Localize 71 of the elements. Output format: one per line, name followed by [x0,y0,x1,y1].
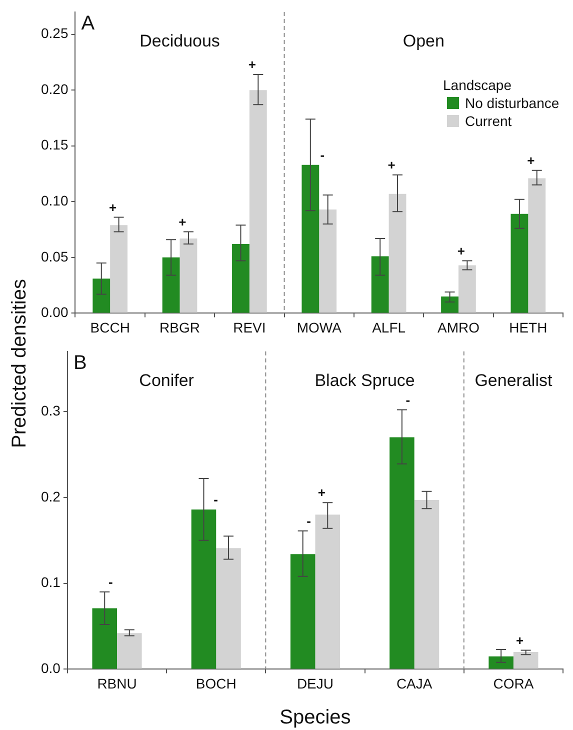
x-tick-label: CAJA [396,675,433,692]
x-tick-label: REVI [233,319,266,336]
annotation: Open [402,32,444,51]
x-tick-label: ALFL [372,319,406,336]
bar [371,256,389,313]
bar [290,554,316,669]
legend-title: Landscape [443,76,513,94]
y-tick-label: 0.05 [41,248,68,264]
data-label: + [318,485,326,500]
chart-title: B [73,352,87,374]
data-label: - [406,392,410,408]
bar [441,296,458,313]
y-tick-label: 0.2 [40,488,61,504]
bar [117,633,142,669]
annotation: Generalist [474,371,552,390]
data-label: + [109,200,117,215]
y-tick-label: 0.25 [41,25,68,42]
bar [191,509,216,669]
bar [110,225,128,313]
data-label: - [108,574,113,590]
x-tick-label: HETH [509,319,548,336]
x-tick-label: BOCH [196,675,236,692]
y-tick-label: 0.15 [41,136,68,153]
legend-label: No disturbance [465,94,560,112]
bar [388,194,406,313]
bar [513,652,538,669]
bar [162,257,180,313]
y-axis-title: Predicted densities [8,278,32,450]
x-tick-label: CORA [493,675,534,692]
data-label: - [320,147,325,162]
data-label: + [527,152,536,168]
y-tick-label: 0.20 [41,80,68,97]
annotation: Deciduous [140,32,220,51]
x-axis-title: Species [280,706,351,729]
annotation: Black Spruce [314,371,415,390]
bar [315,514,340,669]
bar [488,656,514,669]
x-tick-label: DEJU [296,675,334,692]
data-label: + [178,214,187,230]
bar [216,548,241,669]
x-tick-label: AMRO [437,319,480,336]
data-label: + [516,632,524,648]
bar [319,209,337,313]
data-label: + [248,57,256,72]
x-tick-label: RBGR [160,319,200,336]
y-tick-label: 0.1 [40,574,61,590]
data-label: - [214,492,218,508]
y-tick-label: 0.3 [40,402,61,418]
bar [249,90,267,313]
annotation: Conifer [139,371,194,390]
bar [92,278,110,313]
data-label: + [388,157,396,172]
y-tick-label: 0.10 [41,192,68,209]
bar [92,608,118,669]
x-tick-label: RBNU [97,675,137,692]
chart-title: A [81,12,96,35]
bar [302,164,320,313]
bar [232,244,250,313]
x-tick-label: MOWA [296,319,342,336]
bar [180,238,198,313]
x-tick-label: BCCH [90,319,130,336]
bar [528,178,546,313]
y-tick-label: 0.0 [40,660,61,676]
bar [458,265,476,313]
legend-label: Current [465,112,512,130]
bar [510,214,528,313]
data-label: - [306,513,312,528]
bar [390,437,414,669]
data-label: + [457,243,466,258]
y-tick-label: 0.00 [41,304,68,320]
bar [414,500,440,669]
